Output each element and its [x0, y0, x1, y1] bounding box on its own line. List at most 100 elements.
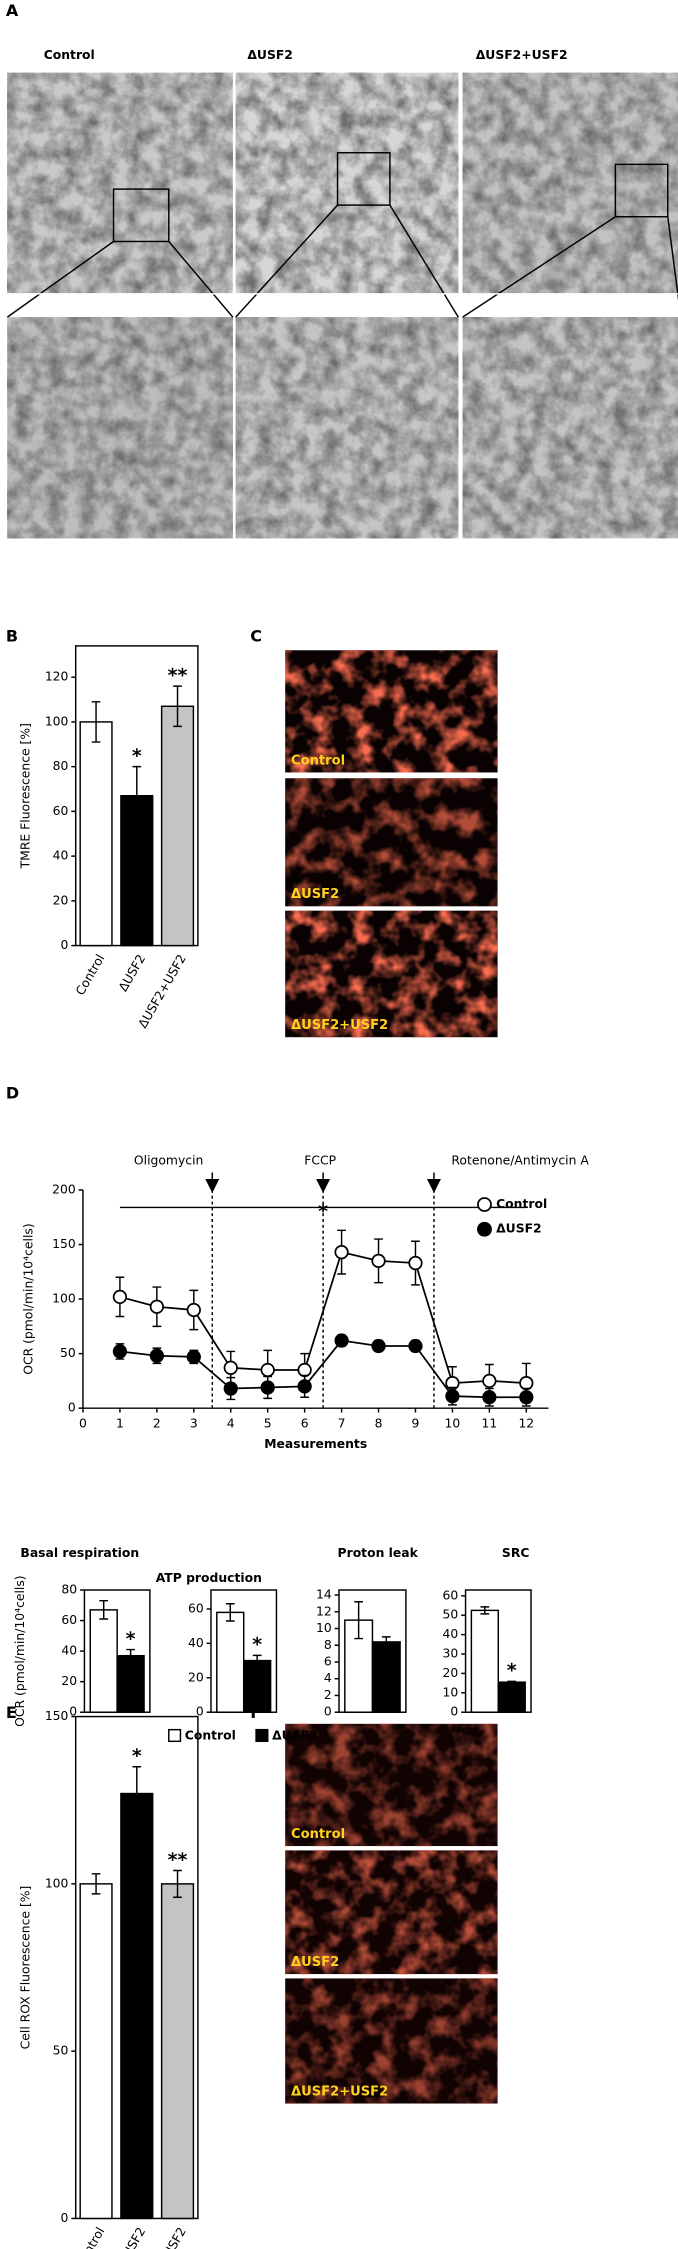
y-axis-label: OCR (pmol/min/10⁴cells) — [13, 1575, 27, 1726]
x-tick-label: Control — [73, 2225, 107, 2249]
bar — [160, 705, 195, 947]
point — [445, 1389, 460, 1404]
bar — [371, 1641, 401, 1713]
point — [334, 1333, 349, 1348]
significance: ** — [168, 1849, 188, 1871]
y-tick-label: 100 — [45, 714, 69, 728]
panel-title: SRC — [502, 1546, 529, 1560]
micrograph-label: ΔUSF2+USF2 — [476, 48, 568, 62]
y-tick-label: 120 — [45, 670, 69, 684]
y-tick-label: 10 — [443, 1685, 459, 1699]
bar — [242, 1659, 272, 1713]
y-axis-label: OCR (pmol/min/10⁴cells) — [22, 1223, 36, 1374]
y-tick-label: 80 — [61, 1583, 77, 1597]
point — [297, 1362, 312, 1378]
x-tick-label: 7 — [338, 1417, 346, 1431]
bar — [216, 1611, 245, 1713]
error-bar — [173, 685, 182, 728]
error-bar — [173, 1869, 182, 1898]
legend-label: ΔUSF2 — [272, 1729, 318, 1743]
event-arrow — [316, 1172, 331, 1194]
x-axis-label: Measurements — [264, 1437, 367, 1451]
x-tick-label: 5 — [264, 1417, 272, 1431]
legend-label: Control — [185, 1729, 236, 1743]
x-tick-label: Control — [73, 952, 107, 998]
image-texture — [285, 1978, 498, 2104]
significance: * — [318, 1200, 328, 1222]
y-tick-label: 0 — [61, 2211, 69, 2225]
error-bar — [252, 1654, 262, 1667]
x-tick-label: 6 — [301, 1417, 309, 1431]
image-texture — [285, 1850, 498, 1975]
y-tick-label: 20 — [188, 1670, 204, 1684]
bar — [79, 721, 113, 947]
y-tick-label: 8 — [324, 1638, 332, 1652]
image-texture — [285, 778, 498, 907]
y-tick-label: 6 — [324, 1654, 332, 1668]
y-tick-label: 60 — [188, 1601, 204, 1615]
y-axis-label: TMRE Fluorescence [%] — [19, 723, 33, 869]
point — [223, 1360, 238, 1375]
y-tick-label: 4 — [324, 1671, 332, 1685]
y-tick-label: 0 — [68, 1401, 76, 1415]
y-tick-label: 20 — [53, 893, 69, 907]
y-tick-label: 20 — [443, 1666, 459, 1680]
micrograph-texture — [7, 317, 233, 539]
point — [519, 1390, 534, 1405]
image-texture — [285, 650, 498, 773]
image-label: Control — [291, 1827, 345, 1842]
event-label: FCCP — [304, 1153, 336, 1167]
image-label: Control — [291, 753, 345, 768]
micrograph-texture — [7, 72, 233, 294]
error-bar — [225, 1603, 235, 1622]
point — [482, 1373, 497, 1389]
y-tick-label: 0 — [450, 1705, 458, 1719]
legend-marker — [477, 1221, 492, 1237]
y-tick-label: 60 — [443, 1588, 459, 1602]
point — [408, 1338, 423, 1354]
point — [371, 1338, 386, 1354]
x-tick-label: 4 — [227, 1417, 235, 1431]
y-tick-label: 20 — [61, 1674, 77, 1688]
x-tick-label: 12 — [518, 1417, 534, 1431]
significance: * — [126, 1628, 136, 1650]
error-bar — [91, 701, 101, 743]
bar — [89, 1609, 118, 1713]
point — [482, 1390, 497, 1405]
point — [519, 1375, 534, 1391]
y-tick-label: 0 — [69, 1705, 77, 1719]
panel-label: C — [250, 627, 262, 646]
y-tick-label: 50 — [443, 1608, 459, 1622]
error-bar — [480, 1606, 490, 1615]
micrograph-texture — [462, 72, 678, 294]
y-tick-label: 0 — [324, 1705, 332, 1719]
panel-title: ATP production — [156, 1571, 262, 1585]
legend-swatch — [168, 1728, 182, 1743]
point — [334, 1245, 349, 1260]
y-tick-label: 60 — [53, 804, 69, 818]
legend-label: ΔUSF2 — [496, 1222, 542, 1236]
y-tick-label: 0 — [196, 1705, 204, 1719]
event-arrow — [426, 1172, 441, 1194]
point — [371, 1253, 386, 1269]
y-tick-label: 40 — [53, 849, 69, 863]
micrograph-texture — [235, 317, 459, 539]
event-label: Rotenone/Antimycin A — [451, 1153, 589, 1167]
bar — [470, 1609, 500, 1713]
point — [149, 1348, 164, 1363]
significance: ** — [168, 664, 188, 686]
point — [186, 1349, 201, 1365]
significance: * — [132, 745, 142, 767]
micrographs — [6, 72, 678, 539]
bar — [116, 1654, 145, 1713]
y-tick-label: 60 — [61, 1613, 77, 1627]
legend-label: Control — [496, 1197, 547, 1211]
image-label: ΔUSF2+USF2 — [291, 2084, 388, 2099]
x-tick-label: 8 — [375, 1417, 383, 1431]
y-tick-label: 40 — [443, 1627, 459, 1641]
y-tick-label: 40 — [61, 1644, 77, 1658]
y-tick-label: 150 — [45, 1709, 69, 1723]
bar — [79, 1883, 113, 2220]
panel-label: E — [6, 1703, 17, 1722]
